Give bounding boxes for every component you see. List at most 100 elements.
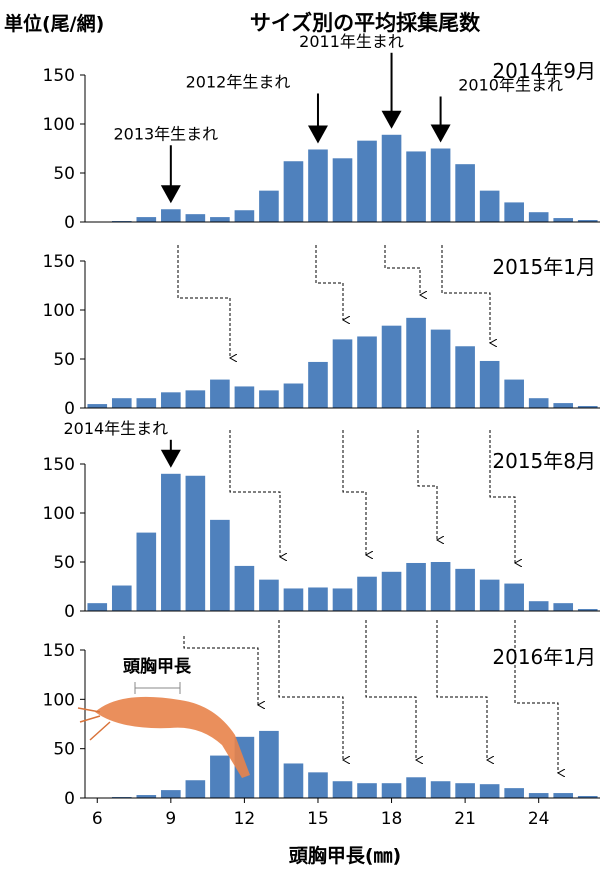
- x-tick-label: 24: [528, 809, 550, 829]
- bar: [259, 730, 279, 798]
- cohort-arrow: [514, 620, 558, 773]
- bar: [577, 609, 598, 611]
- y-tick-label: 150: [43, 641, 75, 661]
- bar: [210, 217, 230, 222]
- bar: [136, 795, 157, 798]
- bar: [455, 783, 475, 798]
- annotation-arrowhead: [430, 124, 451, 143]
- bar: [283, 588, 304, 611]
- cohort-arrow: [384, 245, 420, 295]
- bar: [332, 158, 353, 222]
- cohort-arrow: [342, 430, 366, 555]
- bar: [161, 473, 181, 611]
- bar: [406, 777, 426, 798]
- y-tick-label: 100: [43, 301, 75, 321]
- cohort-arrow: [315, 245, 343, 320]
- annotation-arrowhead: [160, 449, 181, 468]
- panel-title: 2015年1月: [492, 255, 596, 279]
- bar: [528, 601, 549, 611]
- bar: [430, 781, 451, 798]
- x-tick-label: 18: [381, 809, 403, 829]
- bar: [455, 568, 475, 611]
- bar: [136, 217, 157, 222]
- bar: [528, 793, 549, 798]
- y-tick-label: 100: [43, 115, 75, 135]
- y-tick-label: 50: [53, 740, 75, 760]
- cohort-arrow: [177, 245, 230, 358]
- y-tick-label: 0: [64, 789, 75, 809]
- bar: [161, 209, 181, 222]
- unit-label: 単位(尾/網): [4, 12, 104, 35]
- bar: [234, 386, 255, 408]
- annotation: 2011年生まれ: [299, 32, 404, 51]
- bar: [136, 398, 157, 408]
- bar: [185, 475, 206, 611]
- bar: [87, 603, 108, 611]
- bar: [357, 576, 377, 611]
- y-tick-label: 50: [53, 553, 75, 573]
- bar: [234, 565, 255, 611]
- bar: [308, 361, 328, 408]
- cohort-arrow: [183, 636, 258, 705]
- bar: [308, 772, 328, 798]
- y-tick-label: 50: [53, 164, 75, 184]
- bar: [504, 202, 524, 222]
- bar: [553, 793, 574, 798]
- cohort-arrow: [229, 430, 280, 557]
- cohort-arrow: [278, 620, 343, 760]
- y-tick-label: 0: [64, 399, 75, 419]
- y-tick-label: 150: [43, 66, 75, 86]
- bar: [283, 161, 304, 222]
- x-axis-label: 頭胸甲長(㎜): [289, 844, 401, 867]
- bar: [479, 360, 500, 408]
- cohort-arrow: [441, 245, 490, 343]
- bar: [332, 588, 353, 611]
- panel-title: 2016年1月: [492, 645, 596, 669]
- panel-title: 2015年8月: [492, 449, 596, 473]
- bar: [259, 579, 279, 611]
- bar: [553, 218, 574, 222]
- bar: [161, 790, 181, 798]
- y-tick-label: 100: [43, 504, 75, 524]
- bar: [185, 214, 206, 222]
- x-tick-label: 21: [454, 809, 476, 829]
- bar: [308, 149, 328, 222]
- bar: [577, 406, 598, 408]
- bar: [332, 781, 353, 798]
- bar: [577, 796, 598, 798]
- bar: [185, 390, 206, 408]
- bar: [381, 571, 402, 611]
- bar: [406, 317, 426, 408]
- y-tick-label: 100: [43, 690, 75, 710]
- bar: [259, 190, 279, 222]
- bar: [406, 151, 426, 222]
- annotation-arrowhead: [381, 110, 402, 129]
- figure-title: サイズ別の平均採集尾数: [250, 11, 481, 35]
- panel-title: 2014年9月: [492, 59, 596, 83]
- y-tick-label: 0: [64, 213, 75, 233]
- bar: [308, 587, 328, 611]
- bar: [406, 562, 426, 611]
- annotation: 頭胸甲長: [123, 656, 192, 677]
- cohort-arrow: [436, 620, 487, 760]
- bar: [455, 346, 475, 408]
- bar: [479, 190, 500, 222]
- bar: [357, 783, 377, 798]
- bar: [553, 603, 574, 611]
- bar: [111, 585, 132, 611]
- bar: [136, 532, 157, 611]
- x-tick-label: 12: [234, 809, 256, 829]
- bar: [430, 562, 451, 611]
- bar: [479, 579, 500, 611]
- bar: [332, 339, 353, 408]
- x-tick-label: 15: [307, 809, 329, 829]
- shrimp-antenna: [77, 707, 111, 741]
- panel: 0 50 100 150 2014年9月 2013年生まれ 2012年生まれ 2011年生まれ…: [43, 32, 600, 233]
- bar: [504, 788, 524, 798]
- bar: [504, 379, 524, 408]
- annotation: 2010年生まれ: [458, 76, 563, 95]
- bar: [430, 329, 451, 408]
- annotation-arrowhead: [307, 125, 328, 144]
- bar: [357, 336, 377, 408]
